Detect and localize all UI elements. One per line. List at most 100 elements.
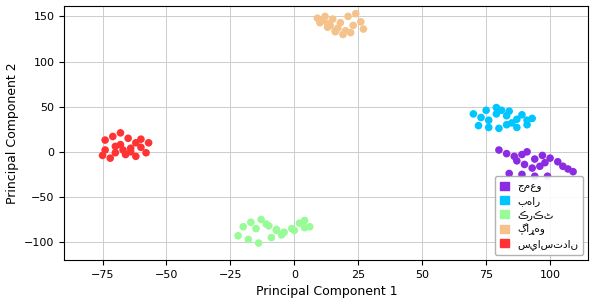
Point: [502, 113, 511, 118]
Point: [356, 19, 365, 24]
Point: [359, 26, 368, 31]
Point: [326, 23, 335, 28]
Point: [238, 224, 248, 229]
Point: [98, 153, 108, 158]
Point: [338, 32, 347, 37]
Point: [492, 112, 501, 116]
Point: [277, 233, 286, 237]
Point: [522, 149, 532, 154]
Point: [553, 159, 563, 164]
Point: [323, 25, 333, 30]
Point: [141, 150, 151, 155]
Point: [504, 171, 514, 176]
Point: [563, 167, 573, 171]
Point: [116, 130, 125, 135]
Point: [484, 125, 494, 130]
Legend: جمعو, بهار, ڪرڪٹ, ڳاړهو, سياستدان: جمعو, بهار, ڪرڪٹ, ڳاړهو, سياستدان: [495, 176, 583, 255]
Point: [126, 146, 135, 151]
Point: [527, 166, 537, 171]
Point: [100, 147, 110, 152]
Point: [323, 21, 333, 26]
Point: [538, 153, 547, 158]
Point: [469, 112, 478, 116]
Point: [330, 29, 340, 34]
Point: [481, 108, 491, 113]
Point: [267, 235, 276, 240]
Point: [336, 20, 345, 25]
Point: [545, 156, 555, 161]
Point: [568, 169, 578, 174]
Point: [264, 223, 274, 228]
Point: [257, 217, 266, 222]
Point: [530, 157, 539, 161]
Point: [131, 140, 141, 145]
Point: [517, 112, 527, 117]
Point: [333, 26, 343, 31]
Point: [110, 144, 120, 149]
Point: [320, 14, 330, 19]
Point: [535, 164, 545, 169]
Point: [517, 152, 527, 157]
Point: [106, 156, 115, 161]
Point: [510, 154, 519, 159]
Point: [318, 18, 327, 22]
Point: [100, 138, 110, 143]
Point: [346, 30, 355, 35]
Point: [300, 225, 309, 230]
Point: [484, 118, 494, 123]
Point: [254, 240, 263, 245]
Point: [131, 154, 141, 159]
Point: [121, 152, 130, 157]
Point: [315, 20, 325, 25]
Point: [492, 105, 501, 110]
Point: [527, 116, 537, 121]
Point: [512, 125, 522, 130]
Point: [543, 174, 552, 179]
Point: [305, 224, 314, 229]
Point: [502, 122, 511, 127]
Point: [312, 16, 322, 21]
Point: [512, 117, 522, 122]
Point: [530, 174, 539, 179]
Point: [504, 109, 514, 114]
Point: [502, 151, 511, 156]
Point: [126, 149, 135, 154]
Point: [244, 237, 253, 242]
Point: [494, 147, 504, 152]
Point: [341, 28, 350, 33]
Point: [349, 23, 358, 28]
Point: [118, 147, 128, 152]
Point: [330, 28, 340, 33]
Point: [300, 218, 309, 223]
Point: [136, 145, 146, 150]
Point: [540, 160, 549, 165]
Point: [343, 14, 353, 19]
Point: [271, 227, 281, 232]
Point: [494, 126, 504, 131]
Point: [108, 134, 118, 139]
Point: [110, 150, 120, 155]
Point: [124, 136, 133, 141]
Point: [261, 222, 271, 226]
Point: [295, 221, 304, 226]
Point: [246, 220, 255, 225]
Point: [144, 140, 153, 145]
Point: [520, 162, 529, 167]
Point: [558, 164, 568, 169]
Point: [279, 230, 289, 235]
Point: [497, 108, 506, 113]
Point: [474, 123, 484, 128]
Point: [136, 137, 146, 142]
Point: [287, 226, 296, 231]
Y-axis label: Principal Component 2: Principal Component 2: [5, 62, 18, 204]
Point: [522, 118, 532, 123]
Point: [522, 122, 532, 127]
Point: [476, 115, 486, 120]
Point: [328, 17, 337, 22]
Point: [512, 158, 522, 163]
Point: [290, 228, 299, 233]
Point: [517, 172, 527, 177]
Point: [251, 226, 261, 231]
Point: [271, 228, 281, 233]
Point: [233, 233, 243, 238]
